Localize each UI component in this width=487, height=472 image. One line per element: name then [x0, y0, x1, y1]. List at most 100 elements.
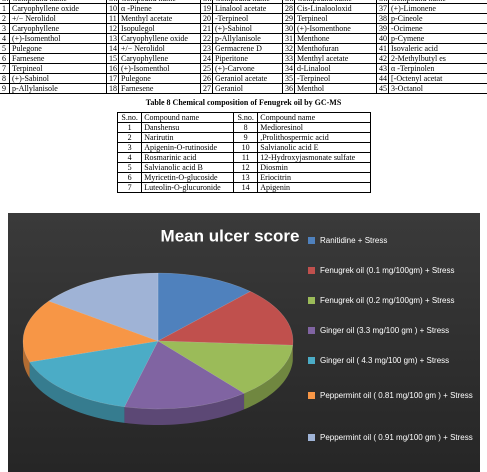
table-cell: 7	[116, 182, 143, 193]
table-cell: Danshensu	[141, 122, 235, 133]
table-cell: 14	[233, 182, 259, 193]
table-row: 4 (+)-Isomenthol 13 Caryophyllene oxide 22 p-…	[0, 33, 487, 44]
table-cell: 2	[116, 132, 143, 143]
table-cell: Salvianolic acid E	[257, 142, 371, 153]
table-cell: 3	[0, 23, 10, 34]
table-cell: -Terpineol	[294, 73, 377, 84]
table-cell: (+)-Isomenthol	[118, 63, 201, 74]
table-cell: Caryophyllene oxide	[9, 3, 107, 14]
table-cell: Isopulegol	[118, 23, 201, 34]
legend-entry: Peppermint oil ( 0.81 mg/100 gm ) + Stre…	[308, 390, 473, 401]
legend-marker	[308, 267, 315, 274]
table-cell: Menthofuran	[294, 43, 377, 54]
legend-marker	[308, 434, 315, 441]
pie-slice	[48, 272, 159, 342]
table-row: 3 Apigenin-O-rutinoside 10 Salvianolic acid…	[116, 142, 371, 153]
table-cell: Menthyl acetate	[294, 53, 377, 64]
table-cell: 27	[200, 83, 213, 94]
table-cell: Caryophyllene	[9, 23, 107, 34]
table-cell: 21	[200, 23, 213, 34]
table-cell: 43	[376, 63, 389, 74]
table-cell: (+)-Carvone	[212, 63, 283, 74]
pie-slice-side	[23, 341, 30, 379]
table-cell: 28	[282, 3, 295, 14]
table-cell: +/− Nerolidol	[118, 43, 201, 54]
table-cell: +/− Nerolidol	[9, 13, 107, 24]
header-cell: S.no.	[0, 0, 10, 4]
table-cell: 1	[116, 122, 143, 133]
table-cell: Apigenin	[257, 182, 371, 193]
legend-label: Peppermint oil ( 0.81 mg/100 gm ) + Stre…	[320, 391, 473, 400]
table-row: 6 Farnesene 15 Caryophyllene 24 Piperitone 33 M…	[0, 53, 487, 64]
legend-label: Ranitidine + Stress	[320, 236, 388, 245]
table-8: S.no. Compound name S.no. Compound name 1 Dan…	[116, 112, 371, 193]
table-cell: 17	[106, 73, 119, 84]
table-cell: 4	[116, 152, 143, 163]
legend-marker	[308, 297, 315, 304]
table-cell: 10	[106, 3, 119, 14]
legend-marker	[308, 392, 315, 399]
pie-slice	[157, 272, 251, 342]
chart: Mean ulcer score Ranitidine + Stress Fenu…	[8, 213, 480, 472]
table-cell: 12	[233, 162, 259, 173]
pie-chart: Mean ulcer score	[22, 226, 300, 425]
chart-title: Mean ulcer score	[161, 226, 300, 245]
table-cell: Rosmarinic acid	[141, 152, 235, 163]
table-cell: 14	[106, 43, 119, 54]
table-cell: 12	[106, 23, 119, 34]
table-cell: Geraniol acetate	[212, 73, 283, 84]
table-cell: 5	[0, 43, 10, 54]
table-cell: 41	[376, 43, 389, 54]
table-cell: 1	[0, 3, 10, 14]
table-cell: Farnesene	[118, 83, 201, 94]
table-cell: 13	[106, 33, 119, 44]
table-cell: Pulegone	[9, 43, 107, 54]
table-cell: Luteolin-O-glucuronide	[141, 182, 235, 193]
table-cell: 2-Methylbutyl es	[388, 53, 487, 64]
table-cell: 32	[282, 43, 295, 54]
table-cell: Medioresinol	[257, 122, 371, 133]
table-cell: 22	[200, 33, 213, 44]
table-cell: 15	[106, 53, 119, 64]
table-cell: Geraniol	[212, 83, 283, 94]
table-cell: ,Prolithospermic acid	[257, 132, 371, 143]
table-cell: 26	[200, 73, 213, 84]
table-cell: 42	[376, 53, 389, 64]
table-cell: Linalool acetate	[212, 3, 283, 14]
table-cell: Caryophyllene oxide	[118, 33, 201, 44]
pie-slice-side	[29, 362, 125, 423]
table-cell: Salvianolic acid B	[141, 162, 235, 173]
legend-label: Ginger oil ( 4.3 mg/100 gm) + Stress	[320, 356, 450, 365]
table-row: 9 p-Allylanisole 18 Farnesene 27 Geraniol 36 Me…	[0, 83, 487, 94]
pie-slice	[157, 291, 294, 346]
header-cell: Compound name	[257, 112, 371, 123]
table-cell: 4	[0, 33, 10, 44]
legend-marker	[308, 237, 315, 244]
table-row: 1 Danshensu 8 Medioresinol	[116, 122, 371, 133]
table-row: 7 Terpineol 16 (+)-Isomenthol 25 (+)-Carvone 3…	[0, 63, 487, 74]
table-cell: 12-Hydroxyjasmonate sulfate	[257, 152, 371, 163]
legend-label: Peppermint oil ( 0.91 mg/100 gm ) + Stre…	[320, 433, 473, 442]
legend-entry: Ginger oil ( 4.3 mg/100 gm) + Stress	[308, 355, 473, 366]
table-cell: Diosmin	[257, 162, 371, 173]
table-cell: Menthol	[294, 83, 377, 94]
table-cell: Terpineol	[294, 13, 377, 24]
table-row: 8 (+)-Sabinol 17 Pulegone 26 Geraniol acetate…	[0, 73, 487, 84]
table-cell: 34	[282, 63, 295, 74]
header-cell: S.no.	[106, 0, 119, 4]
table-cell: 30	[282, 23, 295, 34]
table-cell: 23	[200, 43, 213, 54]
table-row: 2 Narirutin 9 ,Prolithospermic acid	[116, 132, 371, 143]
header-cell: S.no.	[233, 112, 259, 123]
table-cell: (+)-Sabinol	[9, 73, 107, 84]
table-cell: 29	[282, 13, 295, 24]
table-cell: Cis-Linalooloxid	[294, 3, 377, 14]
legend-label: Fenugrek oil (0.1 mg/100gm) + Stress	[320, 266, 455, 275]
header-cell: Compound name	[141, 112, 235, 123]
table-cell: 9	[0, 83, 10, 94]
table-cell: Piperitone	[212, 53, 283, 64]
table-cell: d-Linalool	[294, 63, 377, 74]
table-cell: 24	[200, 53, 213, 64]
